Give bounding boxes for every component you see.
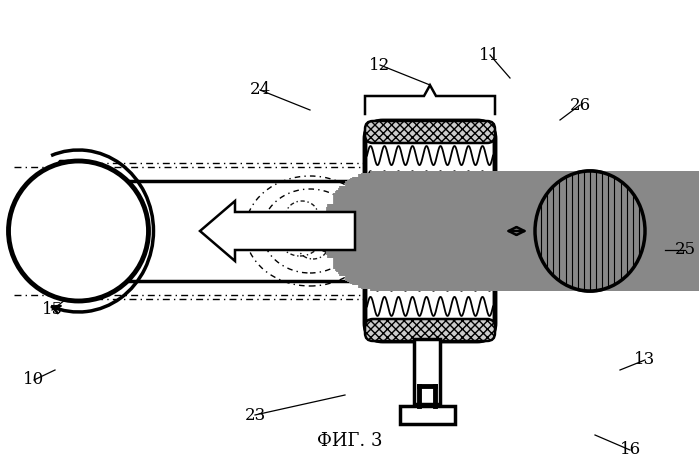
Text: ФИГ. 3: ФИГ. 3 <box>317 432 382 450</box>
Circle shape <box>8 161 148 301</box>
FancyBboxPatch shape <box>365 121 495 341</box>
Text: 26: 26 <box>570 97 591 114</box>
Bar <box>400 406 455 424</box>
FancyArrow shape <box>200 201 355 261</box>
Text: 13: 13 <box>635 351 656 368</box>
Text: 25: 25 <box>675 242 696 259</box>
Text: 12: 12 <box>369 57 391 73</box>
Text: 10: 10 <box>23 372 45 389</box>
Ellipse shape <box>535 171 645 291</box>
Text: 15: 15 <box>41 301 63 318</box>
Text: 11: 11 <box>480 47 500 64</box>
FancyBboxPatch shape <box>365 319 495 341</box>
Bar <box>414 339 440 404</box>
Text: 16: 16 <box>619 441 640 458</box>
Text: 24: 24 <box>250 81 271 98</box>
FancyBboxPatch shape <box>365 121 495 143</box>
Text: 23: 23 <box>245 406 266 423</box>
